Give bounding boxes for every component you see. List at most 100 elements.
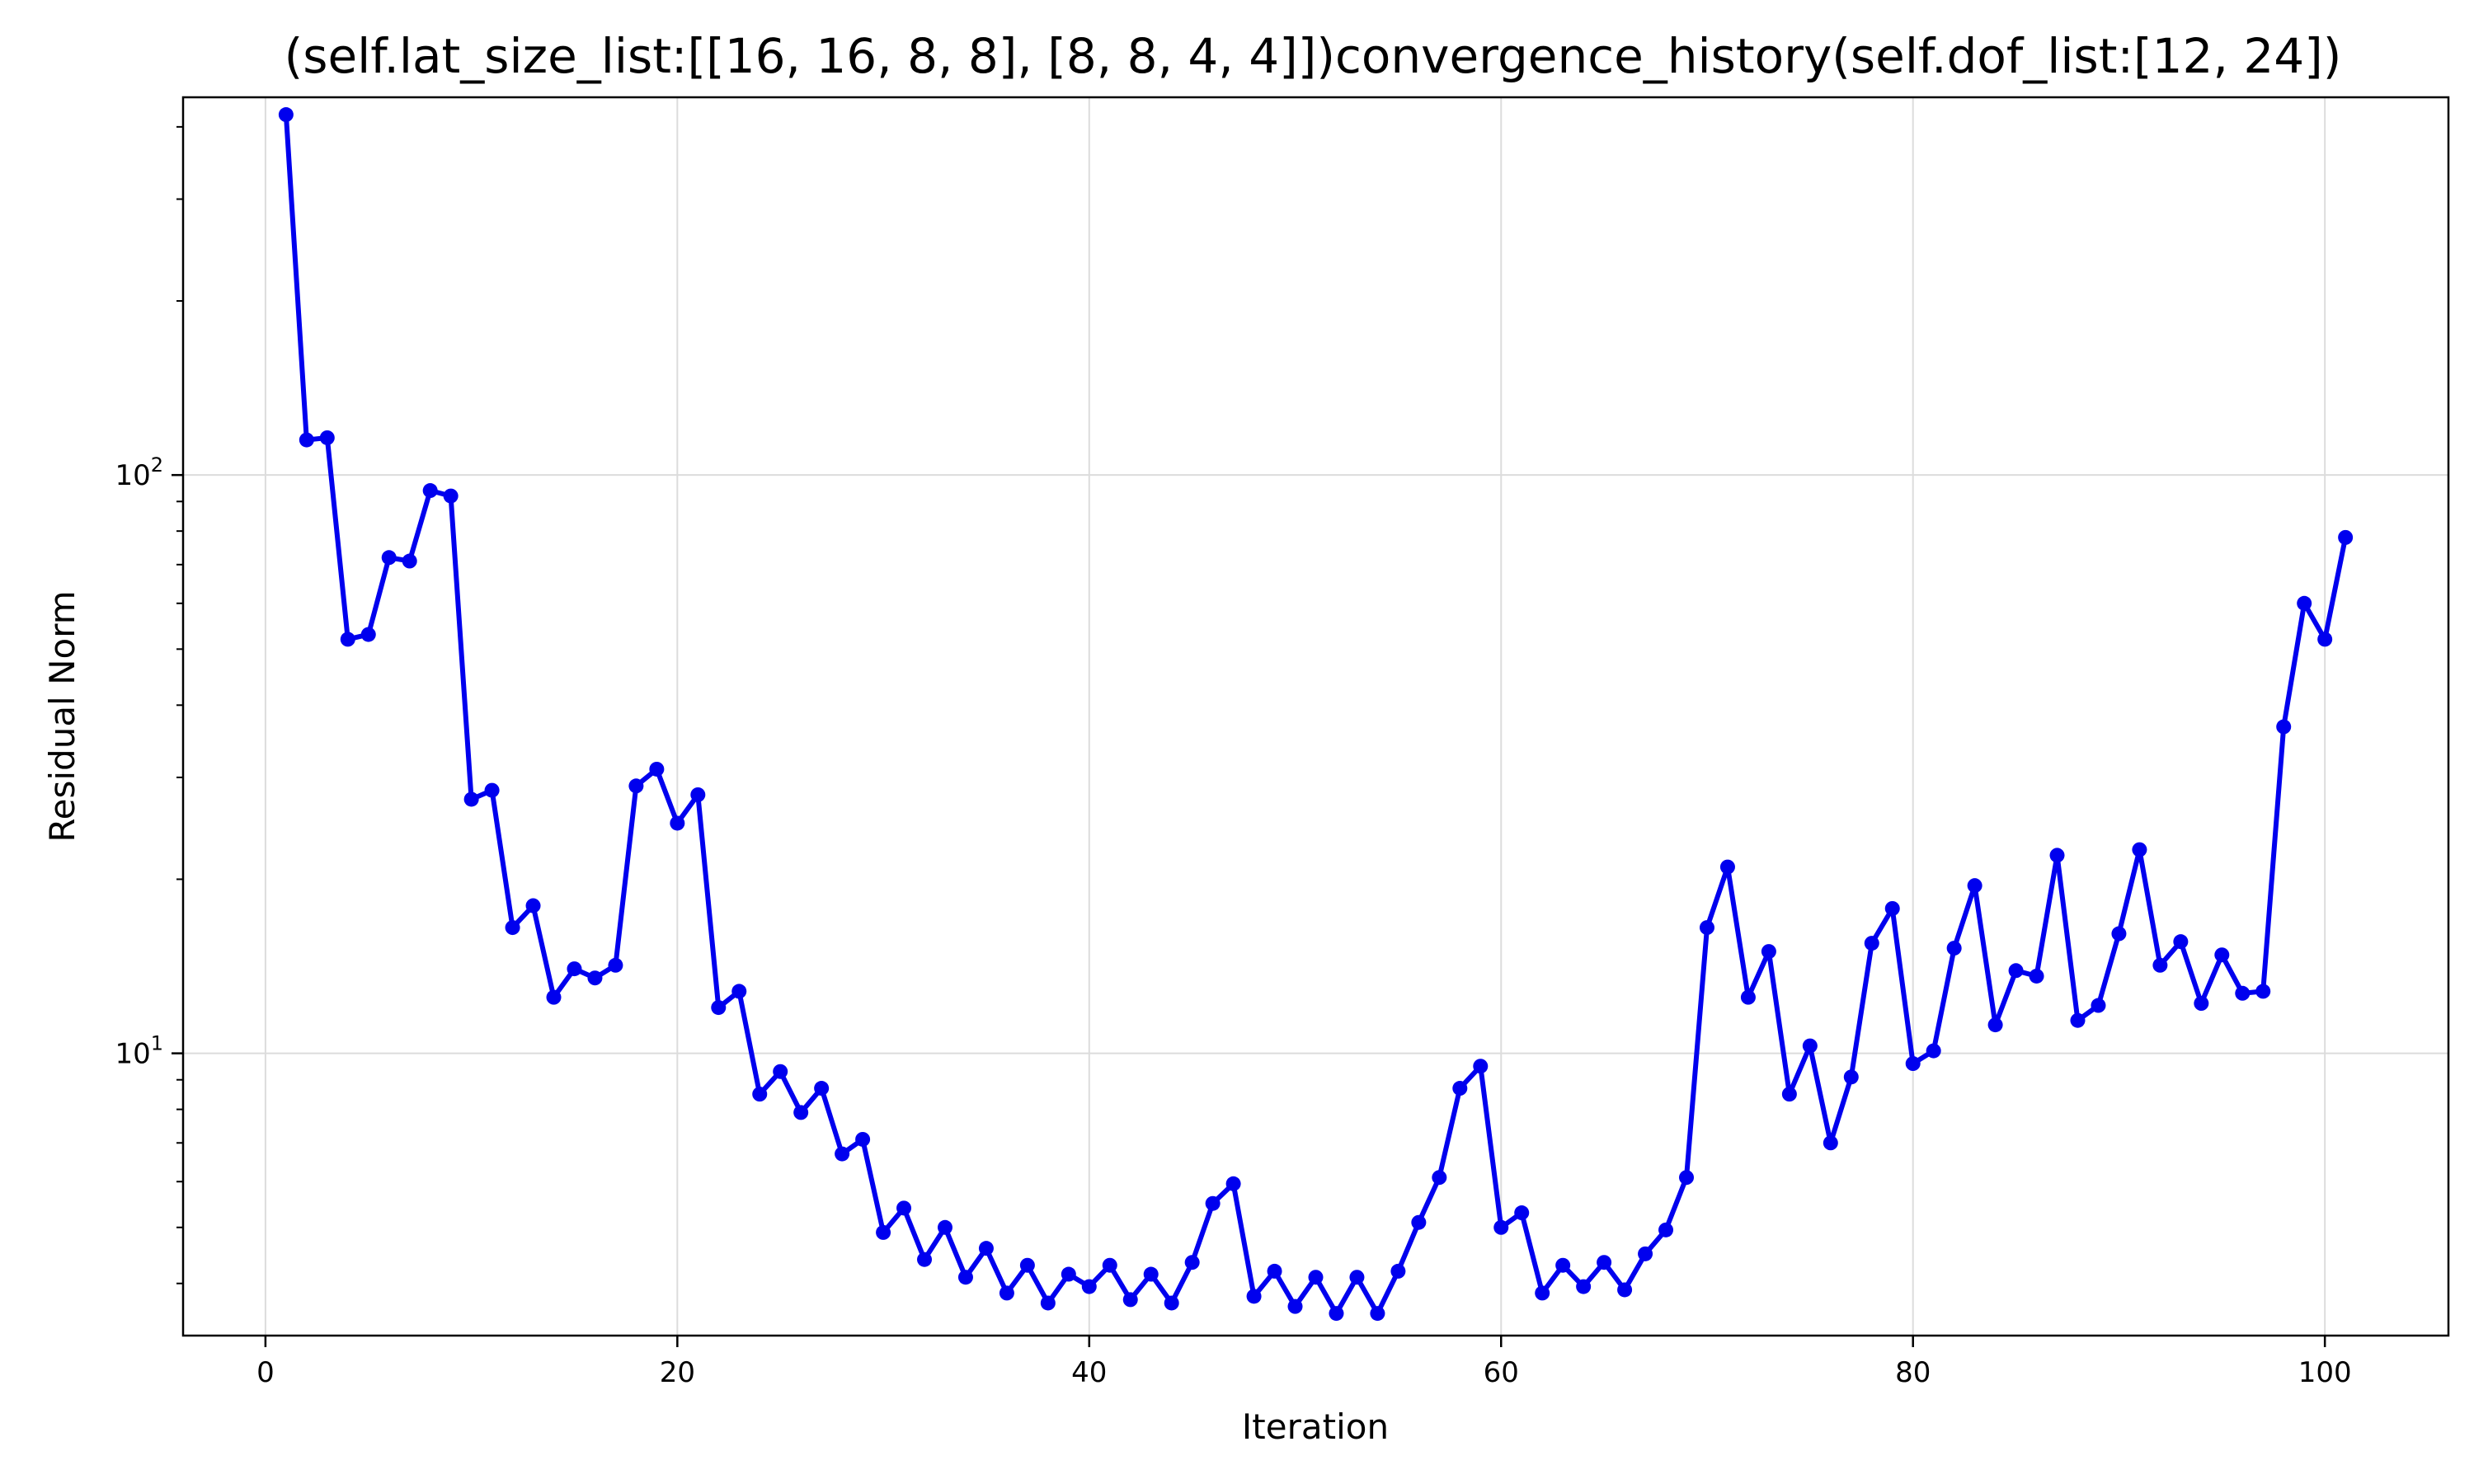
data-point [2297,595,2312,611]
data-point [1102,1257,1117,1273]
data-point [1823,1135,1838,1151]
data-point [1267,1263,1282,1279]
data-point [876,1224,891,1240]
data-point [608,957,623,973]
data-point [2091,998,2106,1013]
data-point [1535,1285,1550,1301]
data-point [2111,926,2127,942]
data-point [2317,632,2333,647]
data-point [546,989,562,1005]
data-point [2008,963,2024,979]
data-point [1679,1170,1695,1186]
data-point [1184,1255,1200,1270]
data-point [1617,1282,1633,1298]
data-point [1349,1270,1365,1285]
data-point [381,550,397,566]
data-point [1452,1081,1468,1097]
data-point [1308,1270,1324,1285]
data-point [1555,1257,1571,1273]
axis-ticks: 0 20 40 60 80 100 101 102 [115,125,2352,1389]
data-point [1143,1266,1159,1282]
data-point [978,1241,994,1256]
x-axis-label: Iteration [1242,1407,1389,1447]
data-point [1802,1038,1818,1054]
data-point [1719,859,1735,875]
data-point [752,1087,768,1102]
data-point [2194,996,2209,1012]
data-point [1040,1295,1056,1311]
data-point [1926,1043,1941,1059]
data-point [1638,1246,1653,1261]
data-point [402,553,417,569]
chart-title: (self.lat_size_list:[[16, 16, 8, 8], [8,… [285,28,2342,84]
x-tick-label: 80 [1895,1356,1931,1389]
data-point [2173,934,2189,950]
data-point [855,1131,871,1147]
data-point [690,787,706,802]
data-point [1761,944,1776,960]
data-point [1597,1255,1612,1270]
x-tick-label: 40 [1071,1356,1107,1389]
data-point [628,778,644,794]
data-point [505,920,520,936]
data-point [1122,1292,1138,1308]
data-point [1740,989,1756,1005]
y-tick-label: 102 [115,453,163,492]
data-point [587,970,603,986]
data-point [773,1064,788,1079]
data-point [1329,1306,1344,1322]
data-point [443,488,459,504]
data-point [1225,1176,1241,1191]
data-point [1781,1087,1797,1102]
data-point [360,627,376,642]
data-point [2255,984,2271,999]
data-point [1843,1069,1859,1085]
x-tick-label: 0 [256,1356,275,1389]
x-tick-label: 100 [2298,1356,2352,1389]
data-point [1432,1170,1447,1186]
plot-area-frame [181,96,2450,1337]
y-tick-label: 101 [115,1032,163,1071]
data-point [422,483,438,499]
data-point [957,1270,973,1285]
data-point [649,761,665,777]
data-point [1699,920,1714,936]
data-point [1493,1219,1509,1235]
data-point [1864,936,1879,951]
data-point [1905,1056,1921,1072]
data-point [896,1200,912,1216]
data-point [1081,1279,1097,1294]
data-point [670,815,685,831]
data-point [814,1081,830,1097]
data-point [2152,957,2168,973]
data-point [2338,529,2354,545]
data-point [2235,985,2251,1001]
data-point [278,107,294,123]
data-point [917,1252,933,1267]
y-axis-label: Residual Norm [42,590,82,842]
data-point [1473,1059,1489,1074]
data-point [1946,941,1962,956]
data-point [1019,1257,1035,1273]
data-point [999,1285,1014,1301]
data-point [1370,1306,1385,1322]
data-point [2132,842,2147,857]
data-point [1884,900,1900,916]
data-point [1514,1205,1530,1221]
data-point [1987,1017,2003,1033]
data-point [1061,1266,1076,1282]
data-point [1246,1289,1262,1304]
data-point [340,632,355,647]
data-point [731,984,747,999]
data-point [1967,878,1982,894]
data-point [711,1000,727,1016]
grid [183,97,2448,1336]
data-point [2049,848,2065,863]
data-point [2029,968,2044,984]
x-tick-label: 60 [1484,1356,1519,1389]
data-point [937,1219,952,1235]
data-point [2070,1012,2086,1028]
data-point [319,430,335,445]
